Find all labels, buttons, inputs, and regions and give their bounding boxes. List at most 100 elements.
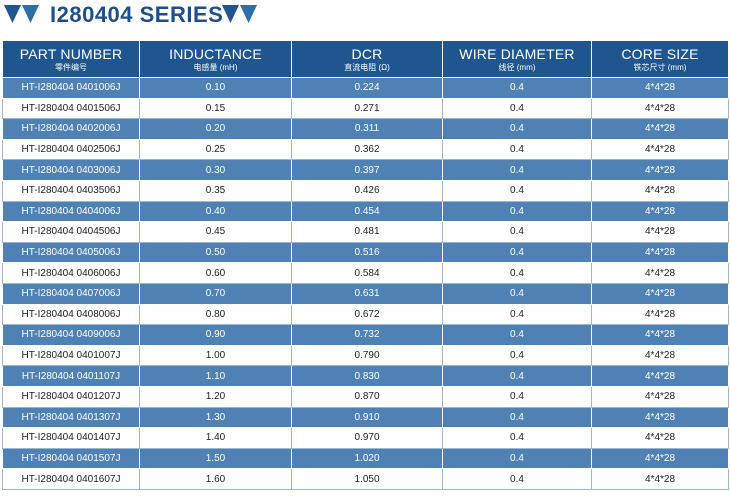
wire-diameter-cell: 0.4 [442,427,592,449]
title-row: I280404 SERIES [0,0,730,32]
table-header-row: PART NUMBER 零件编号 INDUCTANCE 电感量 (mH) DCR… [2,40,729,78]
dcr-cell: 0.454 [291,200,443,223]
core-size-cell: 4*4*28 [591,241,729,264]
table-row: HT-I280404 0405006J 0.50 0.516 0.4 4*4*28 [2,241,729,264]
dcr-cell: 0.672 [291,303,443,326]
dcr-cell: 0.397 [291,159,443,181]
inductance-cell: 0.80 [139,303,292,326]
part-number-cell: HT-I280404 0401107J [2,365,140,387]
wire-diameter-cell: 0.4 [442,447,592,470]
part-number-cell: HT-I280404 0408006J [2,303,140,326]
header-sublabel: 零件编号 [55,62,87,72]
part-number-cell: HT-I280404 0403006J [2,159,140,181]
down-triangle-pair-icon [222,5,257,23]
wire-diameter-cell: 0.4 [442,385,592,408]
wire-diameter-cell: 0.4 [442,77,592,99]
header-core-size: CORE SIZE 铁芯尺寸 (mm) [591,40,729,78]
inductance-cell: 1.10 [139,365,292,387]
part-number-cell: HT-I280404 0401507J [2,447,140,470]
core-size-cell: 4*4*28 [591,159,729,181]
dcr-cell: 0.271 [291,97,443,120]
core-size-cell: 4*4*28 [591,406,729,429]
core-size-cell: 4*4*28 [591,365,729,387]
inductance-cell: 1.30 [139,406,292,429]
dcr-cell: 0.870 [291,385,443,408]
inductance-cell: 0.60 [139,262,292,284]
table-row: HT-I280404 0401006J 0.10 0.224 0.4 4*4*28 [2,77,729,99]
core-size-cell: 4*4*28 [591,282,729,305]
dcr-cell: 0.224 [291,77,443,99]
inductance-cell: 0.45 [139,221,292,243]
wire-diameter-cell: 0.4 [442,221,592,243]
dcr-cell: 0.362 [291,138,443,161]
core-size-cell: 4*4*28 [591,468,729,490]
dcr-cell: 0.584 [291,262,443,284]
core-size-cell: 4*4*28 [591,118,729,140]
header-label: CORE SIZE [621,45,699,62]
part-number-cell: HT-I280404 0406006J [2,262,140,284]
header-wire-diameter: WIRE DIAMETER 线径 (mm) [442,40,592,78]
wire-diameter-cell: 0.4 [442,118,592,140]
inductance-cell: 0.30 [139,159,292,181]
core-size-cell: 4*4*28 [591,303,729,326]
table-row: HT-I280404 0403506J 0.35 0.426 0.4 4*4*28 [2,179,729,202]
wire-diameter-cell: 0.4 [442,468,592,490]
inductance-cell: 1.20 [139,385,292,408]
part-number-cell: HT-I280404 0401207J [2,385,140,408]
part-number-cell: HT-I280404 0401607J [2,468,140,490]
wire-diameter-cell: 0.4 [442,241,592,264]
wire-diameter-cell: 0.4 [442,365,592,387]
header-sublabel: 线径 (mm) [498,62,536,72]
wire-diameter-cell: 0.4 [442,159,592,181]
table-row: HT-I280404 0401507J 1.50 1.020 0.4 4*4*28 [2,447,729,470]
core-size-cell: 4*4*28 [591,344,729,367]
header-inductance: INDUCTANCE 电感量 (mH) [139,40,292,78]
dcr-cell: 0.311 [291,118,443,140]
header-label: WIRE DIAMETER [459,45,575,62]
part-number-cell: HT-I280404 0409006J [2,324,140,346]
dcr-cell: 1.020 [291,447,443,470]
inductance-cell: 0.25 [139,138,292,161]
header-label: INDUCTANCE [169,45,262,62]
wire-diameter-cell: 0.4 [442,324,592,346]
table-row: HT-I280404 0408006J 0.80 0.672 0.4 4*4*28 [2,303,729,326]
table-row: HT-I280404 0403006J 0.30 0.397 0.4 4*4*28 [2,159,729,181]
core-size-cell: 4*4*28 [591,324,729,346]
core-size-cell: 4*4*28 [591,427,729,449]
dcr-cell: 1.050 [291,468,443,490]
dcr-cell: 0.481 [291,221,443,243]
dcr-cell: 0.631 [291,282,443,305]
inductance-cell: 1.50 [139,447,292,470]
header-label: PART NUMBER [19,45,123,62]
table-row: HT-I280404 0401307J 1.30 0.910 0.4 4*4*28 [2,406,729,429]
inductance-cell: 0.15 [139,97,292,120]
wire-diameter-cell: 0.4 [442,282,592,305]
inductance-cell: 0.90 [139,324,292,346]
inductance-cell: 0.40 [139,200,292,223]
down-triangle-pair-icon [4,5,39,23]
wire-diameter-cell: 0.4 [442,406,592,429]
wire-diameter-cell: 0.4 [442,262,592,284]
table-row: HT-I280404 0401107J 1.10 0.830 0.4 4*4*28 [2,365,729,387]
spec-table: PART NUMBER 零件编号 INDUCTANCE 电感量 (mH) DCR… [2,40,729,490]
core-size-cell: 4*4*28 [591,200,729,223]
table-row: HT-I280404 0407006J 0.70 0.631 0.4 4*4*28 [2,282,729,305]
core-size-cell: 4*4*28 [591,179,729,202]
core-size-cell: 4*4*28 [591,262,729,284]
part-number-cell: HT-I280404 0401407J [2,427,140,449]
inductance-cell: 0.70 [139,282,292,305]
header-sublabel: 直流电阻 (Ω) [344,62,390,72]
page-title: I280404 SERIES [50,2,224,27]
part-number-cell: HT-I280404 0401006J [2,77,140,99]
part-number-cell: HT-I280404 0401007J [2,344,140,367]
dcr-cell: 0.426 [291,179,443,202]
part-number-cell: HT-I280404 0402006J [2,118,140,140]
dcr-cell: 0.516 [291,241,443,264]
core-size-cell: 4*4*28 [591,447,729,470]
header-label: DCR [351,45,383,62]
table-row: HT-I280404 0401607J 1.60 1.050 0.4 4*4*28 [2,468,729,490]
header-dcr: DCR 直流电阻 (Ω) [291,40,443,78]
core-size-cell: 4*4*28 [591,385,729,408]
part-number-cell: HT-I280404 0401307J [2,406,140,429]
table-row: HT-I280404 0402506J 0.25 0.362 0.4 4*4*28 [2,138,729,161]
